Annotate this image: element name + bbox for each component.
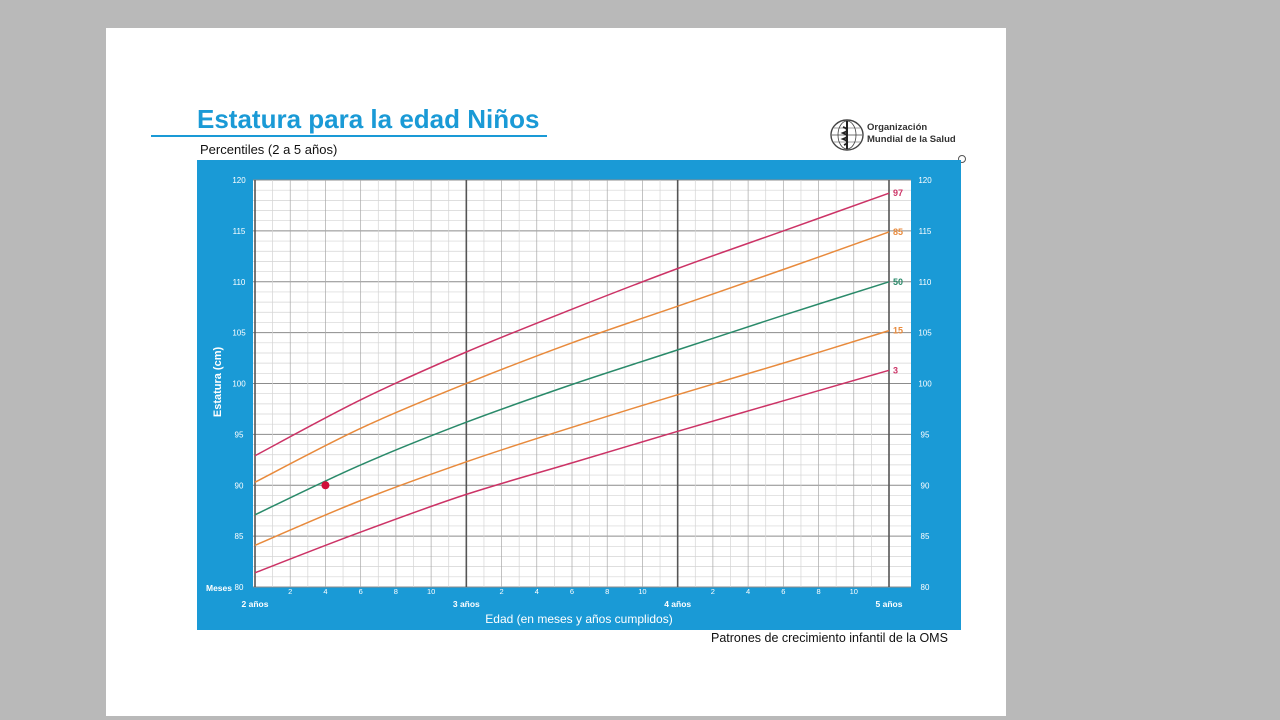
chart-subtitle: Percentiles (2 a 5 años) (200, 142, 338, 157)
y-tick-label-right: 115 (919, 227, 932, 236)
x-year-tick-label: 2 años (242, 599, 269, 609)
y-tick-label-left: 115 (233, 227, 246, 236)
x-month-tick-label: 10 (427, 587, 435, 596)
y-tick-label-left: 90 (235, 481, 244, 490)
growth-chart: 80 80 85 85 90 90 95 95 100 100 105 105 110 110 115 115… (197, 160, 961, 630)
y-axis-label: Estatura (cm) (212, 347, 224, 418)
logo-line-1: Organización (867, 122, 928, 133)
x-month-tick-label: 4 (746, 587, 750, 596)
percentile-curve-15 (254, 329, 890, 546)
y-tick-label-left: 80 (235, 583, 244, 592)
chart-title: Estatura para la edad Niños (197, 104, 540, 134)
percentile-label-3: 3 (893, 365, 898, 375)
percentile-curve-97 (254, 192, 890, 457)
percentile-curve-85 (254, 231, 890, 483)
y-tick-label-right: 105 (918, 329, 932, 338)
logo-line-2: Mundial de la Salud (867, 134, 956, 145)
x-month-tick-label: 4 (323, 587, 327, 596)
x-axis-label: Edad (en meses y años cumplidos) (485, 612, 672, 626)
footnote: Patrones de crecimiento infantil de la O… (711, 631, 948, 645)
title-underline (151, 135, 547, 137)
percentile-curves (254, 192, 890, 574)
x-month-tick-label: 10 (638, 587, 646, 596)
y-tick-label-right: 80 (921, 583, 930, 592)
percentile-label-97: 97 (893, 188, 903, 198)
y-tick-label-right: 90 (921, 481, 930, 490)
x-month-tick-label: 2 (499, 587, 503, 596)
tick-labels: 80 80 85 85 90 90 95 95 100 100 105 105 110 110 115 115… (232, 176, 932, 609)
percentile-curve-3 (254, 369, 890, 574)
percentile-labels: 97 85 50 15 3 (893, 188, 903, 375)
y-tick-label-left: 120 (232, 176, 246, 185)
percentile-curve-50 (254, 281, 890, 516)
x-month-tick-label: 2 (711, 587, 715, 596)
x-unit-label: Meses (206, 583, 232, 593)
x-month-tick-label: 6 (570, 587, 574, 596)
x-year-tick-label: 4 años (664, 599, 691, 609)
x-month-tick-label: 8 (605, 587, 609, 596)
x-month-tick-label: 10 (850, 587, 858, 596)
y-tick-label-left: 95 (235, 430, 244, 439)
y-tick-label-right: 100 (918, 380, 932, 389)
resize-handle[interactable] (958, 155, 966, 163)
x-month-tick-label: 2 (288, 587, 292, 596)
y-tick-label-left: 85 (235, 532, 244, 541)
y-tick-label-right: 120 (918, 176, 932, 185)
grid-lines (253, 179, 911, 588)
y-tick-label-right: 110 (919, 278, 932, 287)
x-year-tick-label: 5 años (876, 599, 903, 609)
y-tick-label-right: 85 (921, 532, 930, 541)
x-month-tick-label: 4 (535, 587, 539, 596)
x-month-tick-label: 8 (816, 587, 820, 596)
y-tick-label-right: 95 (921, 430, 930, 439)
x-month-tick-label: 6 (781, 587, 785, 596)
percentile-label-50: 50 (893, 277, 903, 287)
who-emblem-icon (830, 119, 864, 151)
x-month-tick-label: 8 (394, 587, 398, 596)
who-logo: Organización Mundial de la Salud (830, 118, 956, 152)
x-year-tick-label: 3 años (453, 599, 480, 609)
y-tick-label-left: 110 (233, 278, 246, 287)
percentile-label-15: 15 (893, 326, 903, 336)
x-month-tick-label: 6 (359, 587, 363, 596)
y-tick-label-left: 100 (232, 380, 246, 389)
data-point-marker (321, 481, 330, 490)
percentile-label-85: 85 (893, 227, 903, 237)
y-tick-label-left: 105 (232, 329, 246, 338)
